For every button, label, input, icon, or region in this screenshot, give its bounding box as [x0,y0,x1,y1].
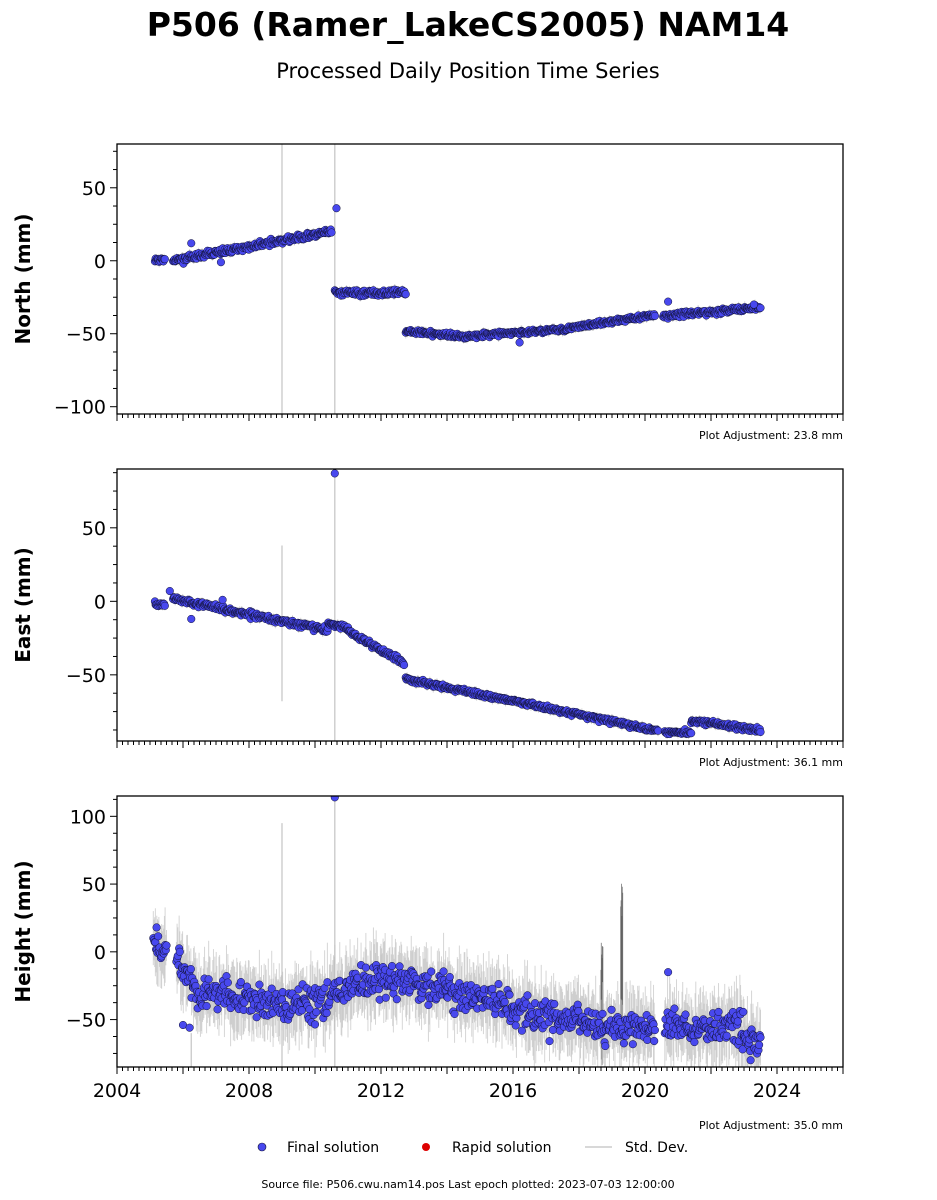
y-tick-label: 0 [94,251,106,273]
figure-title: P506 (Ramer_LakeCS2005) NAM14 [147,5,790,44]
data-point [255,980,264,989]
data-point [687,729,696,738]
outlier-point [749,300,758,309]
plot-area-height [149,796,765,1067]
outlier-point [664,297,673,306]
data-point [160,601,169,610]
data-point [252,1013,261,1022]
plot-adjustment: Plot Adjustment: 36.1 mm [699,756,843,769]
outlier-point [187,614,196,624]
x-ticks [116,414,844,421]
data-point [322,1008,331,1018]
data-point [236,978,245,987]
data-point [400,661,409,670]
plot-area-north [150,144,765,414]
y-tick-label: 50 [82,518,106,540]
data-point [650,311,659,320]
panel-north: 50 0 −50 −100 North (mm) Plot Adjustment: 23.… [11,143,844,442]
y-tick-label: −50 [66,665,106,687]
data-point [327,228,336,237]
panel-east: 50 0 −50 East (mm) Plot Adjustment: 36.1 mm [11,468,844,769]
data-point [154,932,163,941]
y-axis-label: North (mm) [11,213,35,344]
y-tick-label: −100 [54,397,106,419]
x-ticks [116,741,844,748]
figure-subtitle: Processed Daily Position Time Series [276,59,660,83]
outlier-point [515,338,524,347]
data-point [175,947,184,956]
data-point [305,1005,314,1014]
data-point [223,978,232,987]
data-point [381,993,390,1002]
data-point [401,290,410,299]
outlier-point [216,258,225,267]
data-point [160,255,169,264]
outlier-point [218,595,227,604]
data-point [312,1008,321,1017]
data-point [162,941,171,950]
y-ticks [110,472,117,731]
panel-height: 2004 2008 2012 2016 2020 2024100500−50Height … [11,795,844,1132]
data-point [361,963,370,972]
data-point [310,1020,320,1029]
data-point [756,727,765,737]
data-point [267,984,276,993]
panels: 50 0 −50 −100 North (mm) Plot Adjustment: 23.… [11,143,844,1132]
data-point [213,1005,222,1014]
outlier-point [187,239,196,248]
y-axis-label: East (mm) [11,547,35,663]
y-tick-label: −50 [66,324,106,346]
y-ticks [110,150,117,408]
plot-adjustment: Plot Adjustment: 23.8 mm [699,429,843,442]
axes-frame [116,143,844,415]
data-point [204,975,213,984]
data-point [756,303,765,312]
outlier-point [165,586,174,596]
plot-area-east [150,469,765,741]
outlier-point [330,469,339,478]
outlier-point [332,204,341,213]
y-tick-label: 50 [82,178,106,200]
y-tick-label: 0 [94,591,106,613]
data-point [186,965,195,974]
data-point [202,1002,211,1011]
